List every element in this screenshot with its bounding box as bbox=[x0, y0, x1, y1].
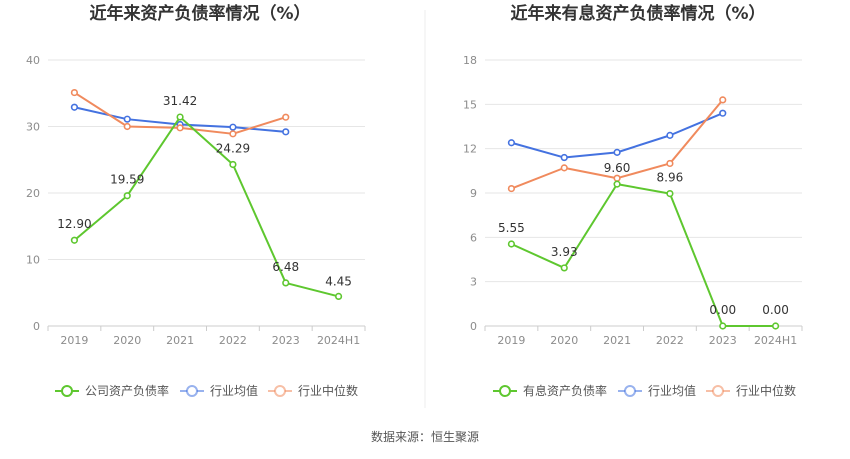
x-tick-label: 2023 bbox=[709, 334, 737, 347]
data-point bbox=[666, 131, 674, 139]
data-point bbox=[70, 88, 79, 97]
data-point bbox=[719, 322, 727, 330]
legend-label: 有息资产负债率 bbox=[523, 383, 607, 398]
data-source-footer: 数据来源：恒生聚源 bbox=[370, 430, 479, 444]
data-point bbox=[613, 148, 621, 156]
data-label: 0.00 bbox=[762, 303, 789, 317]
y-tick-label: 20 bbox=[26, 187, 40, 200]
x-tick-label: 2020 bbox=[113, 334, 141, 347]
y-tick-label: 10 bbox=[26, 254, 40, 267]
data-point bbox=[229, 130, 237, 138]
chart-panel-2: 近年来有息资产负债率情况（%） 0 3 6 9 12 15 18 2019 2020 2021 202… bbox=[463, 3, 803, 398]
x-tick-label: 2022 bbox=[656, 334, 684, 347]
data-point bbox=[334, 292, 343, 301]
legend-label: 行业中位数 bbox=[736, 383, 796, 398]
data-point bbox=[123, 122, 131, 131]
x-tick-label: 2021 bbox=[166, 334, 194, 347]
x-tick-label: 2023 bbox=[272, 334, 300, 347]
data-point bbox=[229, 160, 237, 169]
data-label: 4.45 bbox=[325, 274, 352, 288]
y-tick-label: 0 bbox=[33, 320, 40, 333]
legend-marker-icon bbox=[274, 385, 286, 397]
y-tick-label: 12 bbox=[463, 143, 477, 156]
data-label: 3.93 bbox=[551, 245, 578, 259]
chart-title: 近年来有息资产负债率情况（%） bbox=[510, 3, 765, 24]
legend-marker-icon bbox=[186, 385, 198, 397]
data-point bbox=[70, 236, 79, 244]
y-tick-label: 9 bbox=[470, 187, 477, 200]
y-tick-label: 3 bbox=[470, 276, 477, 289]
legend-label: 行业均值 bbox=[648, 383, 696, 398]
data-point bbox=[176, 124, 184, 132]
chart-title: 近年来资产负债率情况（%） bbox=[89, 3, 310, 24]
data-point bbox=[613, 174, 621, 182]
series-line-0 bbox=[511, 183, 776, 327]
x-tick-label: 2019 bbox=[497, 334, 525, 347]
y-tick-label: 18 bbox=[463, 54, 477, 67]
data-point bbox=[123, 115, 131, 123]
data-point bbox=[229, 123, 237, 131]
data-point bbox=[282, 128, 290, 136]
legend-item-1: 行业均值 bbox=[618, 383, 696, 398]
data-label: 8.96 bbox=[657, 171, 684, 185]
data-point bbox=[282, 113, 290, 121]
data-point bbox=[123, 192, 131, 200]
x-tick-label: 2024H1 bbox=[754, 334, 797, 347]
data-point bbox=[507, 184, 516, 193]
y-tick-label: 30 bbox=[26, 121, 40, 134]
data-point bbox=[507, 240, 516, 248]
y-tick-label: 40 bbox=[26, 54, 40, 67]
data-label: 0.00 bbox=[709, 303, 736, 317]
legend-item-0: 公司资产负债率 bbox=[55, 383, 169, 398]
legend-item-2: 行业中位数 bbox=[706, 383, 796, 398]
data-point bbox=[666, 189, 674, 198]
data-label: 31.42 bbox=[163, 94, 197, 108]
data-point bbox=[507, 139, 516, 147]
legend-marker-icon bbox=[624, 385, 636, 397]
data-label: 24.29 bbox=[216, 141, 250, 155]
y-tick-label: 15 bbox=[463, 98, 477, 111]
y-tick-label: 6 bbox=[470, 231, 477, 244]
chart-panel-1: 近年来资产负债率情况（%） 0 10 20 30 40 2019 2020 2021 2022 20… bbox=[26, 3, 366, 398]
data-point bbox=[560, 153, 568, 162]
data-point bbox=[771, 322, 780, 330]
data-label: 9.60 bbox=[604, 161, 631, 175]
legend-label: 行业均值 bbox=[210, 383, 258, 398]
data-point bbox=[176, 113, 184, 121]
x-tick-label: 2021 bbox=[603, 334, 631, 347]
data-point bbox=[70, 103, 79, 111]
legend-marker-icon bbox=[499, 385, 511, 397]
x-tick-label: 2019 bbox=[60, 334, 88, 347]
data-label: 5.55 bbox=[498, 221, 525, 235]
y-tick-label: 0 bbox=[470, 320, 477, 333]
data-point bbox=[560, 264, 568, 272]
data-point bbox=[719, 109, 727, 117]
data-label: 12.90 bbox=[57, 217, 91, 231]
data-label: 19.59 bbox=[110, 173, 144, 187]
legend-label: 行业中位数 bbox=[298, 383, 358, 398]
data-label: 6.48 bbox=[272, 260, 299, 274]
x-tick-label: 2022 bbox=[219, 334, 247, 347]
data-point bbox=[613, 180, 621, 188]
data-point bbox=[666, 159, 674, 168]
x-tick-label: 2020 bbox=[550, 334, 578, 347]
data-point bbox=[560, 164, 568, 172]
x-tick-label: 2024H1 bbox=[317, 334, 360, 347]
series-line-0 bbox=[73, 116, 339, 298]
legend-label: 公司资产负债率 bbox=[85, 383, 169, 398]
data-point bbox=[719, 96, 727, 104]
legend-marker-icon bbox=[61, 385, 73, 397]
legend-marker-icon bbox=[712, 385, 724, 397]
legend-item-1: 行业均值 bbox=[180, 383, 258, 398]
data-point bbox=[282, 279, 290, 287]
legend-item-0: 有息资产负债率 bbox=[493, 383, 607, 398]
legend-item-2: 行业中位数 bbox=[268, 383, 358, 398]
